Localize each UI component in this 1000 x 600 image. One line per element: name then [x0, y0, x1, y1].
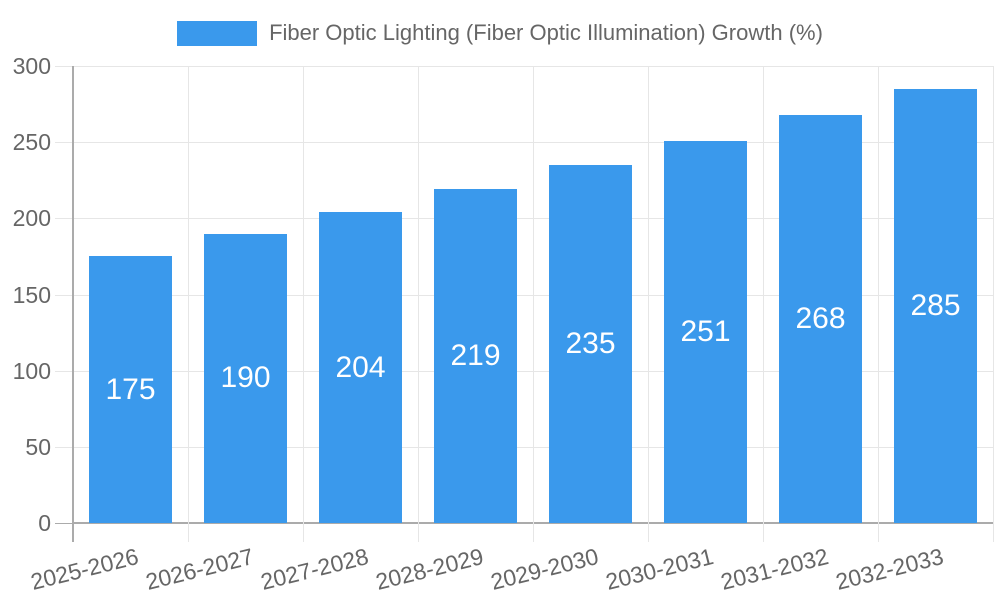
gridline-vertical [533, 66, 534, 523]
y-axis-tick [55, 66, 73, 67]
x-axis-tick [993, 523, 994, 542]
y-tick-label: 0 [38, 510, 51, 536]
y-axis-tick [55, 371, 73, 372]
y-axis-tick [55, 447, 73, 448]
y-axis-tick [55, 295, 73, 296]
y-tick-label: 100 [12, 358, 51, 384]
x-tick-label: 2031-2032 [717, 543, 831, 595]
x-tick-label: 2030-2031 [602, 543, 716, 595]
bar[interactable] [204, 233, 287, 523]
x-axis-tick [648, 523, 649, 542]
bar[interactable] [894, 88, 977, 523]
gridline-vertical [648, 66, 649, 523]
x-tick-label: 2028-2029 [372, 543, 486, 595]
bar-value-label: 285 [910, 288, 961, 322]
x-axis-tick [418, 523, 419, 542]
chart-legend-item[interactable]: Fiber Optic Lighting (Fiber Optic Illumi… [0, 14, 1000, 52]
y-axis-line [72, 66, 74, 523]
bar[interactable] [319, 212, 402, 523]
y-tick-label: 300 [12, 53, 51, 79]
legend-label: Fiber Optic Lighting (Fiber Optic Illumi… [269, 20, 823, 45]
bar-value-label: 219 [450, 339, 501, 373]
gridline-vertical [418, 66, 419, 523]
x-axis-tick [878, 523, 879, 542]
bar-value-label: 268 [795, 301, 846, 335]
y-tick-label: 200 [12, 205, 51, 231]
x-axis-tick [303, 523, 304, 542]
y-axis-tick [55, 142, 73, 143]
x-tick-label: 2025-2026 [27, 543, 141, 595]
x-axis-tick [763, 523, 764, 542]
gridline-vertical [878, 66, 879, 523]
bar[interactable] [549, 165, 632, 523]
bar[interactable] [89, 256, 172, 523]
bar-value-label: 175 [105, 372, 156, 406]
gridline-vertical [188, 66, 189, 523]
x-tick-label: 2029-2030 [487, 543, 601, 595]
y-axis-tick [55, 523, 73, 524]
bar[interactable] [664, 140, 747, 523]
x-tick-label: 2026-2027 [142, 543, 256, 595]
bar-value-label: 204 [335, 350, 386, 384]
bar-value-label: 190 [220, 361, 271, 395]
bar-value-label: 235 [565, 327, 616, 360]
bar[interactable] [779, 114, 862, 523]
x-axis-tick [533, 523, 534, 542]
x-axis-tick [72, 523, 74, 542]
y-tick-label: 250 [12, 129, 51, 155]
x-axis-tick [188, 523, 189, 542]
gridline-vertical [303, 66, 304, 523]
gridline-vertical [993, 66, 994, 523]
gridline-vertical [763, 66, 764, 523]
x-tick-label: 2032-2033 [832, 543, 946, 595]
y-tick-label: 150 [12, 282, 51, 308]
y-tick-label: 50 [25, 434, 51, 460]
y-axis-tick [55, 218, 73, 219]
bar-value-label: 251 [680, 314, 731, 348]
legend-swatch [177, 20, 258, 46]
x-tick-label: 2027-2028 [257, 543, 371, 595]
bar[interactable] [434, 189, 517, 523]
